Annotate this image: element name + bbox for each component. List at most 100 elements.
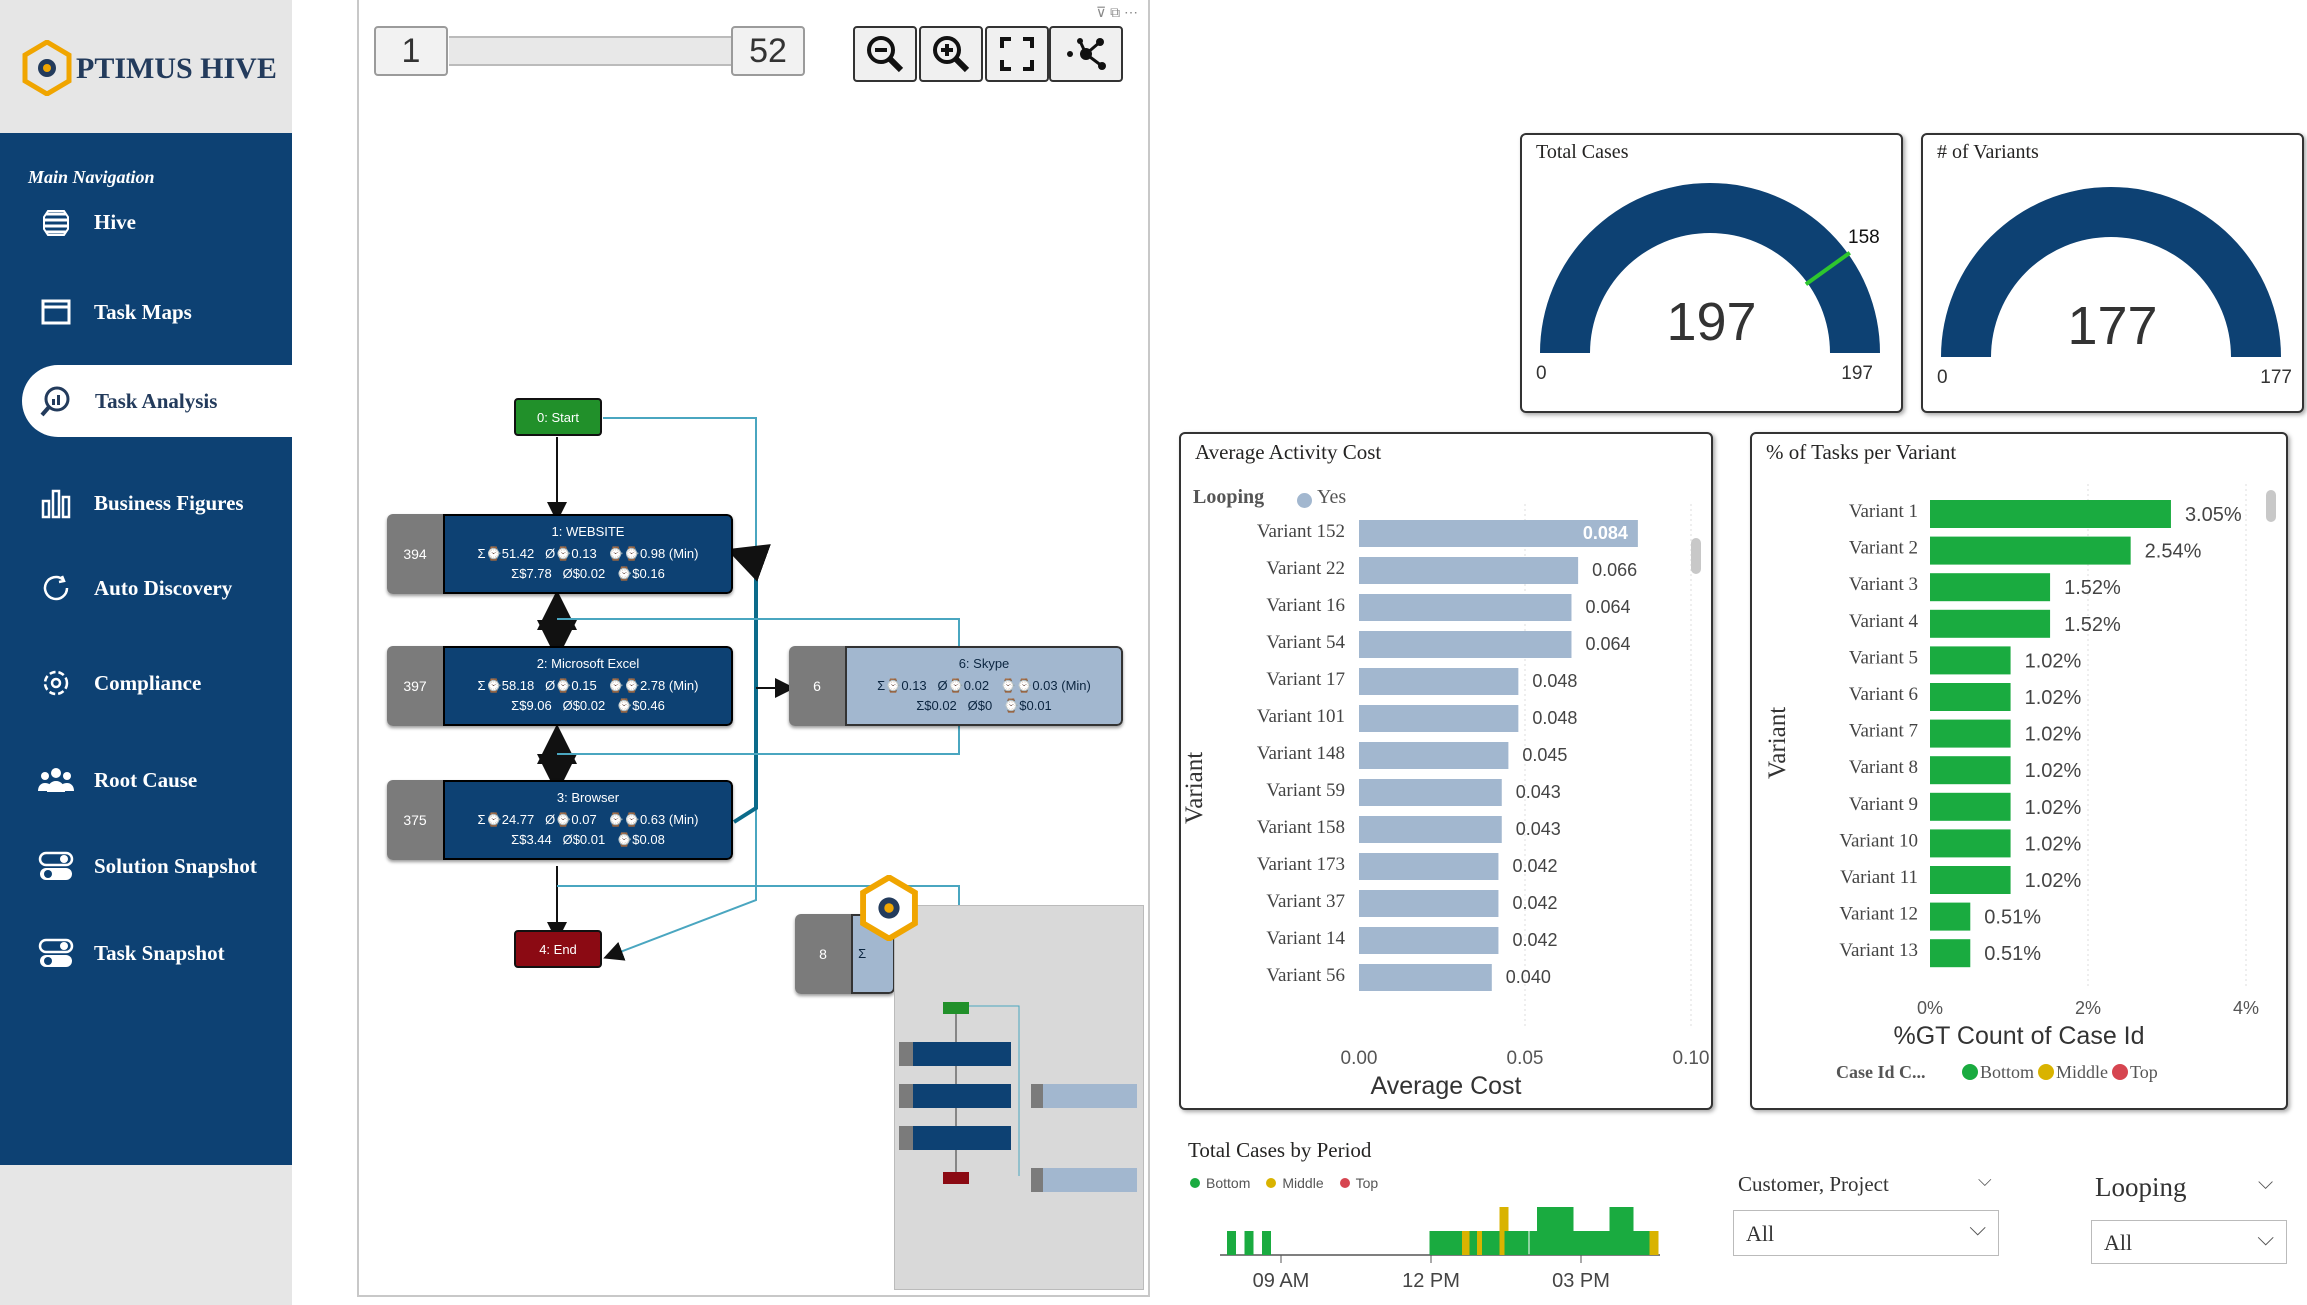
nav-item-business-figures[interactable]: Business Figures bbox=[0, 467, 292, 539]
bar[interactable] bbox=[1454, 1231, 1464, 1255]
bar[interactable] bbox=[1930, 683, 2011, 711]
bar[interactable] bbox=[1227, 1231, 1236, 1255]
nav-item-compliance[interactable]: Compliance bbox=[0, 647, 292, 719]
zoom-in-button[interactable] bbox=[919, 26, 983, 82]
bar[interactable] bbox=[1359, 853, 1499, 880]
bar[interactable] bbox=[1492, 1231, 1501, 1255]
start-node[interactable]: 0: Start bbox=[514, 398, 602, 436]
bar[interactable] bbox=[1597, 1231, 1606, 1255]
bar[interactable] bbox=[1930, 646, 2011, 675]
bar[interactable] bbox=[1359, 594, 1572, 621]
bar[interactable] bbox=[1559, 1207, 1569, 1255]
bar[interactable] bbox=[1487, 1231, 1496, 1255]
customer-filter-chevron-icon[interactable]: ⌵ bbox=[1978, 1170, 1992, 1190]
visual-header-icons[interactable]: ⊽ ⧉ ⋯ bbox=[1095, 4, 1138, 20]
bar[interactable] bbox=[1477, 1231, 1486, 1255]
bar[interactable] bbox=[1509, 1231, 1519, 1255]
bar[interactable] bbox=[1609, 1207, 1619, 1255]
total-cases-card[interactable]: Total Cases 197 0 197 158 bbox=[1520, 133, 1903, 413]
fit-screen-button[interactable] bbox=[985, 26, 1049, 82]
bar[interactable] bbox=[1629, 1231, 1639, 1255]
bar[interactable] bbox=[1930, 792, 2011, 821]
bar[interactable] bbox=[1469, 1231, 1479, 1255]
bar[interactable] bbox=[1529, 1231, 1539, 1255]
bar[interactable] bbox=[1359, 668, 1519, 695]
bar[interactable] bbox=[1577, 1231, 1586, 1255]
range-min-box[interactable]: 1 bbox=[374, 26, 448, 76]
looping-filter-dropdown[interactable]: All ⌵ bbox=[2091, 1220, 2287, 1264]
graph-layout-button[interactable] bbox=[1049, 26, 1123, 82]
bar[interactable] bbox=[1624, 1207, 1634, 1255]
bar[interactable] bbox=[1359, 520, 1638, 547]
avg-cost-card[interactable]: Average Activity Cost Looping Yes Varian… bbox=[1179, 432, 1713, 1110]
bar[interactable] bbox=[1462, 1231, 1471, 1255]
bar[interactable] bbox=[1930, 829, 2011, 858]
range-slider-track[interactable] bbox=[449, 36, 731, 66]
pct-tasks-card[interactable]: % of Tasks per Variant Variant Variant 1… bbox=[1750, 432, 2288, 1110]
bar[interactable] bbox=[1930, 902, 1971, 931]
process-node[interactable]: 375 3: Browser Σ⌚24.77 Ø⌚0.07 ⌚⌚0.63 (Min)… bbox=[387, 780, 733, 860]
bar[interactable] bbox=[1244, 1231, 1254, 1255]
process-map-panel[interactable]: ⊽ ⧉ ⋯ 1 52 0: Start 4: End 394 1: WEBSITE… bbox=[357, 0, 1150, 1297]
nav-item-solution-snapshot[interactable]: Solution Snapshot bbox=[0, 830, 292, 902]
range-max-box[interactable]: 52 bbox=[731, 26, 805, 76]
bar[interactable] bbox=[1930, 866, 2011, 894]
bar[interactable] bbox=[1569, 1231, 1579, 1255]
bar[interactable] bbox=[1634, 1231, 1644, 1255]
bar[interactable] bbox=[1447, 1231, 1456, 1255]
nav-item-root-cause[interactable]: Root Cause bbox=[0, 744, 292, 816]
bar[interactable] bbox=[1434, 1231, 1444, 1255]
nav-item-task-snapshot[interactable]: Task Snapshot bbox=[0, 917, 292, 989]
bar[interactable] bbox=[1359, 816, 1502, 843]
bar[interactable] bbox=[1359, 557, 1579, 584]
bar[interactable] bbox=[1482, 1231, 1491, 1255]
bar[interactable] bbox=[1642, 1231, 1651, 1255]
bar[interactable] bbox=[1429, 1231, 1439, 1255]
bar[interactable] bbox=[1359, 631, 1572, 658]
bar[interactable] bbox=[1930, 573, 2051, 602]
bar[interactable] bbox=[1554, 1207, 1564, 1255]
customer-filter-dropdown[interactable]: All ⌵ bbox=[1733, 1210, 1999, 1256]
bar[interactable] bbox=[1359, 890, 1499, 917]
bar[interactable] bbox=[1359, 964, 1492, 991]
bar[interactable] bbox=[1930, 500, 2171, 528]
bar[interactable] bbox=[1930, 609, 2051, 638]
nav-item-task-analysis[interactable]: Task Analysis bbox=[22, 365, 302, 437]
bar[interactable] bbox=[1519, 1231, 1529, 1255]
bar[interactable] bbox=[1930, 939, 1971, 968]
nav-item-auto-discovery[interactable]: Auto Discovery bbox=[0, 552, 292, 624]
bar[interactable] bbox=[1544, 1207, 1554, 1255]
pct-tasks-scrollbar[interactable] bbox=[2266, 490, 2276, 522]
process-node[interactable]: 397 2: Microsoft Excel Σ⌚58.18 Ø⌚0.15 ⌚⌚2.… bbox=[387, 646, 733, 726]
bar[interactable] bbox=[1930, 719, 2011, 748]
process-node[interactable]: 394 1: WEBSITE Σ⌚51.42 Ø⌚0.13 ⌚⌚0.98 (Min)… bbox=[387, 514, 733, 594]
bar[interactable] bbox=[1614, 1207, 1624, 1255]
bar[interactable] bbox=[1499, 1207, 1509, 1255]
bar[interactable] bbox=[1604, 1231, 1614, 1255]
bar[interactable] bbox=[1359, 742, 1509, 769]
end-node[interactable]: 4: End bbox=[514, 930, 602, 968]
bar[interactable] bbox=[1564, 1207, 1574, 1255]
bar[interactable] bbox=[1359, 705, 1519, 732]
looping-filter-chevron-icon[interactable]: ⌵ bbox=[2258, 1172, 2274, 1194]
bar[interactable] bbox=[1589, 1231, 1599, 1255]
zoom-out-button[interactable] bbox=[853, 26, 917, 82]
bar[interactable] bbox=[1359, 927, 1499, 954]
nav-item-task-maps[interactable]: Task Maps bbox=[0, 276, 292, 348]
bar[interactable] bbox=[1930, 756, 2011, 785]
bar[interactable] bbox=[1549, 1207, 1559, 1255]
bar[interactable] bbox=[1262, 1231, 1271, 1255]
bar[interactable] bbox=[1504, 1231, 1514, 1255]
bar[interactable] bbox=[1439, 1231, 1449, 1255]
bar[interactable] bbox=[1649, 1231, 1659, 1255]
bar[interactable] bbox=[1619, 1207, 1629, 1255]
variants-card[interactable]: # of Variants 177 0 177 bbox=[1921, 133, 2304, 413]
process-node[interactable]: 6 6: Skype Σ⌚0.13 Ø⌚0.02 ⌚⌚0.03 (Min) Σ$0.0… bbox=[789, 646, 1123, 726]
bar[interactable] bbox=[1359, 779, 1502, 806]
bar[interactable] bbox=[1514, 1231, 1524, 1255]
nav-item-hive[interactable]: Hive bbox=[0, 186, 292, 258]
bar[interactable] bbox=[1537, 1207, 1546, 1255]
bar[interactable] bbox=[1584, 1231, 1594, 1255]
avg-cost-scrollbar[interactable] bbox=[1691, 538, 1701, 574]
minimap[interactable] bbox=[894, 905, 1144, 1290]
